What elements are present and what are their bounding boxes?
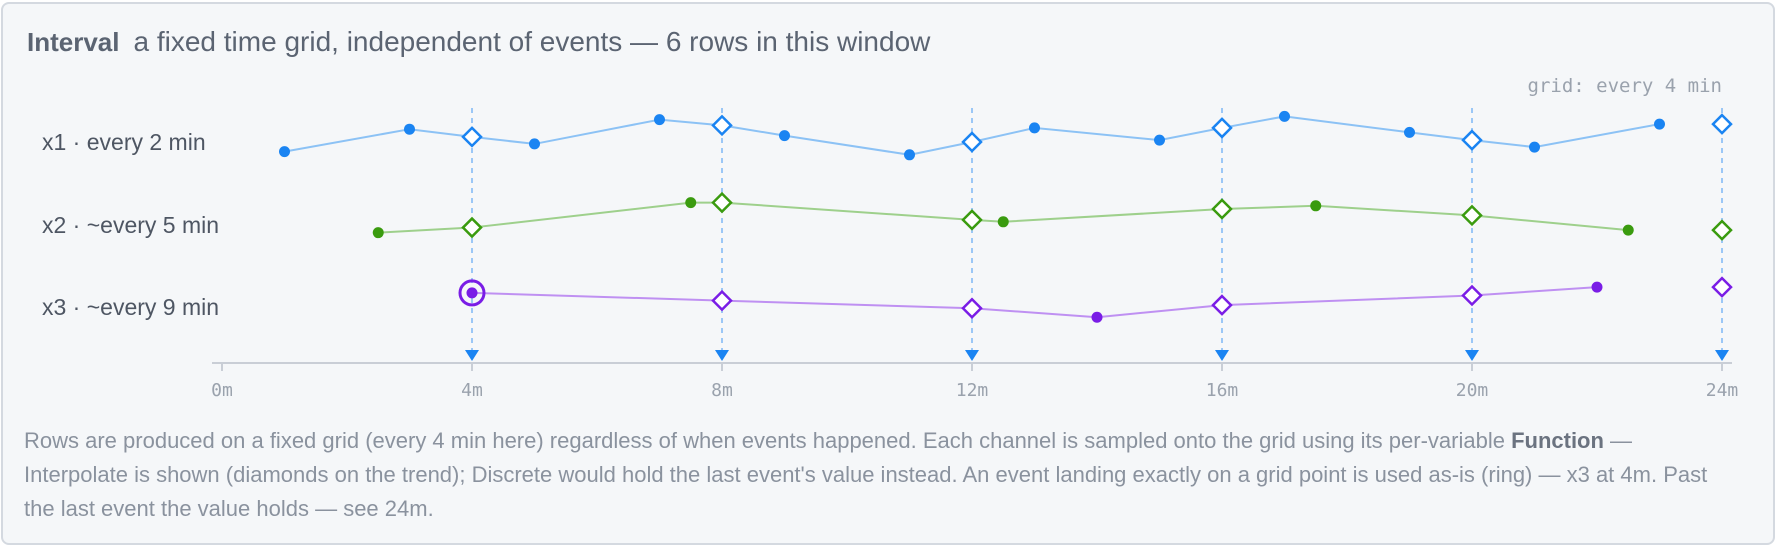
grid-sample-diamond	[711, 114, 733, 137]
axis-tick-label: 24m	[1706, 380, 1739, 401]
axis-tick-label: 12m	[956, 380, 989, 401]
card-header: Interval a fixed time grid, independent o…	[27, 26, 930, 58]
event-point	[779, 130, 790, 142]
grid-sample-diamond	[1211, 117, 1233, 139]
card-title: Interval	[27, 27, 120, 57]
axis-tick-label: 4m	[461, 380, 483, 401]
caption-part2: — Interpolate is shown (diamonds on the …	[24, 428, 1708, 521]
event-point	[1279, 110, 1290, 122]
grid-point-marker	[1215, 350, 1229, 361]
event-point	[1529, 141, 1540, 153]
event-point	[404, 123, 415, 135]
event-point	[1591, 281, 1603, 293]
trend-line	[378, 201, 1629, 234]
event-point	[1091, 311, 1103, 323]
event-point	[372, 227, 384, 239]
grid-sample-diamond	[1211, 198, 1233, 220]
grid-point-marker	[1715, 350, 1729, 361]
event-point	[1029, 122, 1040, 134]
axis-tick-label: 16m	[1206, 380, 1239, 401]
event-point	[1654, 118, 1665, 130]
caption: Rows are produced on a fixed grid (every…	[24, 424, 1724, 526]
exact-hit-ring	[458, 279, 486, 307]
grid-point-marker	[1465, 350, 1479, 361]
row-label: x3 · ~every 9 min	[42, 294, 219, 320]
axis-tick-label: 20m	[1456, 380, 1489, 401]
grid-point-marker	[465, 350, 479, 361]
grid-sample-diamond	[1711, 276, 1733, 298]
grid-sample-diamond	[461, 216, 483, 239]
event-point	[529, 138, 540, 150]
event-point	[997, 216, 1009, 228]
row-labels: x1 · every 2 min x2 · ~every 5 min x3 · ~e…	[42, 129, 219, 320]
axis-tick-label: 8m	[711, 380, 733, 401]
event-point	[904, 149, 915, 161]
caption-part1: Rows are produced on a fixed grid (every…	[24, 428, 1512, 453]
event-point	[1404, 126, 1415, 138]
event-point	[654, 114, 665, 126]
grid-markers	[465, 350, 1729, 361]
time-axis: 0m 4m 8m 12m 16m 20m 24m	[211, 362, 1739, 401]
grid-sample-diamond	[1461, 204, 1483, 227]
row-label: x2 · ~every 5 min	[42, 212, 219, 238]
event-point	[685, 197, 697, 209]
grid-sample-diamond	[1461, 129, 1483, 151]
series-group	[279, 110, 1733, 323]
grid-sample-diamond	[961, 297, 983, 320]
axis-tick-label: 0m	[211, 380, 233, 401]
caption-function: Function	[1511, 428, 1604, 453]
interval-grid-chart: grid: every 4 min 0m 4m 8m 12m 16m 20m 24m x1 …	[42, 75, 1739, 401]
grid-sample-diamond	[961, 131, 983, 153]
grid-sample-diamond	[1461, 284, 1483, 307]
grid-sample-diamond	[461, 126, 483, 148]
trend-line	[471, 286, 1598, 319]
event-point	[1622, 224, 1634, 236]
event-point	[1154, 134, 1165, 146]
event-point	[466, 287, 478, 299]
grid-label: grid: every 4 min	[1528, 75, 1722, 97]
grid-sample-diamond	[961, 209, 983, 231]
card-subtitle: a fixed time grid, independent of events…	[133, 26, 931, 57]
grid-sample-diamond	[1711, 113, 1733, 135]
grid-sample-diamond	[1711, 219, 1733, 241]
grid-point-marker	[715, 350, 729, 361]
event-point	[1310, 200, 1322, 212]
grid-sample-diamond	[711, 191, 733, 214]
grid-sample-diamond	[711, 289, 733, 312]
grid-point-marker	[965, 350, 979, 361]
grid-sample-diamond	[1211, 294, 1233, 316]
event-point	[279, 146, 290, 158]
row-label: x1 · every 2 min	[42, 129, 206, 155]
